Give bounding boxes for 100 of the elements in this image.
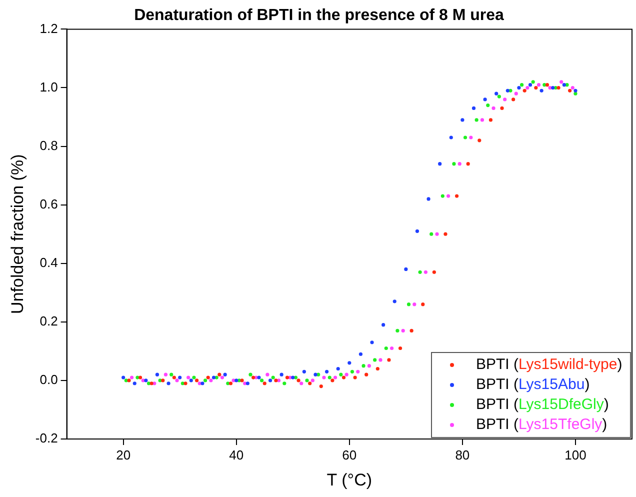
point xyxy=(432,270,436,274)
point xyxy=(161,378,165,382)
point xyxy=(228,382,233,386)
point xyxy=(350,370,354,374)
point xyxy=(446,194,450,198)
point xyxy=(170,372,174,376)
point xyxy=(138,376,142,380)
point xyxy=(344,372,348,376)
point xyxy=(384,346,388,350)
point xyxy=(274,378,278,382)
y-tick-label: 1.0 xyxy=(40,79,58,94)
point xyxy=(310,378,314,382)
point xyxy=(186,376,190,380)
point xyxy=(534,86,538,90)
point xyxy=(268,378,272,382)
point xyxy=(333,376,338,380)
point xyxy=(492,106,496,110)
point xyxy=(494,92,498,96)
legend-label: BPTI (Lys15Abu) xyxy=(476,376,590,393)
point xyxy=(358,352,363,356)
point xyxy=(276,378,281,382)
point xyxy=(542,83,546,87)
point xyxy=(574,88,578,92)
y-axis-title: Unfolded fraction (%) xyxy=(8,154,27,314)
x-tick-label: 100 xyxy=(564,447,586,462)
point xyxy=(302,370,306,374)
point xyxy=(305,378,309,382)
point xyxy=(348,361,352,365)
point xyxy=(146,382,151,386)
point xyxy=(469,136,473,140)
point xyxy=(339,372,343,376)
point xyxy=(396,328,400,332)
point xyxy=(246,382,250,386)
point xyxy=(166,382,170,386)
point xyxy=(260,378,264,382)
point xyxy=(285,376,290,380)
point xyxy=(483,98,487,102)
point xyxy=(458,162,462,166)
point xyxy=(387,358,391,362)
y-tick-label: 0.4 xyxy=(40,254,58,270)
point xyxy=(500,106,504,110)
point xyxy=(282,382,286,386)
point xyxy=(209,378,213,382)
point xyxy=(214,376,218,380)
point xyxy=(401,328,405,332)
point xyxy=(200,382,204,386)
legend-label: BPTI (Lys15TfeGly) xyxy=(476,416,608,433)
point xyxy=(300,382,304,386)
point xyxy=(497,94,501,98)
point xyxy=(531,80,535,84)
point xyxy=(514,92,518,96)
point xyxy=(562,83,566,87)
point xyxy=(404,267,408,272)
point xyxy=(520,83,524,87)
point xyxy=(226,382,230,386)
point xyxy=(155,372,160,376)
point xyxy=(486,104,490,108)
x-tick-label: 80 xyxy=(455,447,470,462)
x-tick-label: 20 xyxy=(116,447,131,462)
point xyxy=(390,346,394,350)
point xyxy=(426,197,430,201)
point xyxy=(444,232,448,236)
point xyxy=(164,372,168,376)
point xyxy=(430,232,434,236)
y-tick-label: 0.0 xyxy=(40,372,58,388)
point xyxy=(122,376,126,380)
point xyxy=(503,98,507,102)
legend-label: BPTI (Lys15DfeGly) xyxy=(476,396,609,413)
point xyxy=(257,376,261,380)
point xyxy=(296,378,300,382)
point xyxy=(424,270,428,274)
point xyxy=(526,86,530,90)
point xyxy=(248,372,252,376)
point xyxy=(356,370,360,374)
point xyxy=(435,232,439,236)
point xyxy=(540,88,544,92)
point xyxy=(415,229,420,233)
x-axis-title: T (°C) xyxy=(326,470,372,490)
point xyxy=(206,376,210,380)
point xyxy=(376,366,380,371)
point xyxy=(370,340,374,344)
point xyxy=(294,376,298,380)
point xyxy=(203,378,208,382)
point xyxy=(463,136,468,140)
point xyxy=(449,136,453,140)
point xyxy=(364,372,368,376)
point xyxy=(328,376,332,380)
point xyxy=(421,302,425,306)
point xyxy=(551,86,555,90)
point xyxy=(480,118,484,122)
point xyxy=(130,376,134,380)
point xyxy=(324,370,329,374)
point xyxy=(367,364,371,368)
point xyxy=(466,162,470,166)
point xyxy=(316,372,320,376)
point xyxy=(528,83,532,87)
point xyxy=(240,378,244,382)
y-tick-label: 0.2 xyxy=(40,313,58,328)
point xyxy=(234,378,238,382)
chart-title: Denaturation of BPTI in the presence of 8 M urea xyxy=(134,7,504,24)
